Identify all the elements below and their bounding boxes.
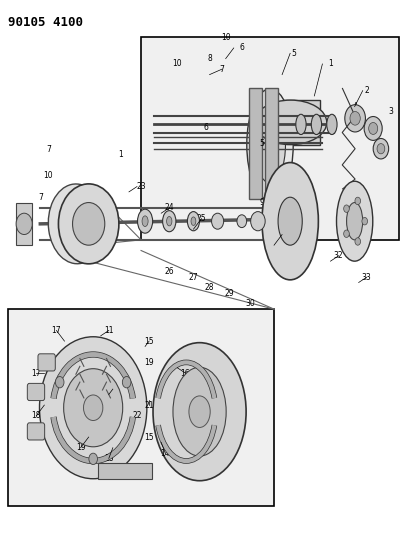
Circle shape [345,104,366,132]
Ellipse shape [251,212,265,231]
FancyBboxPatch shape [16,203,32,245]
Text: 15: 15 [144,433,154,441]
Text: 32: 32 [334,252,343,260]
Ellipse shape [142,216,148,227]
Text: 21: 21 [144,401,154,409]
Text: 22: 22 [132,411,142,420]
FancyBboxPatch shape [249,88,262,199]
FancyBboxPatch shape [265,88,278,199]
Text: 31: 31 [277,230,287,239]
Circle shape [16,213,32,235]
Text: 29: 29 [225,289,235,297]
FancyBboxPatch shape [38,354,55,371]
Text: 7: 7 [46,145,51,154]
Text: 11: 11 [104,326,114,335]
Circle shape [362,217,368,225]
Text: 10: 10 [172,60,182,68]
Text: 7: 7 [219,65,224,74]
Text: 9: 9 [260,198,264,207]
Text: 30: 30 [245,300,255,308]
Text: 2: 2 [364,86,369,95]
Ellipse shape [73,203,105,245]
Circle shape [364,117,382,140]
FancyBboxPatch shape [255,100,320,144]
Text: 28: 28 [205,284,214,292]
FancyBboxPatch shape [8,309,274,506]
Circle shape [55,376,64,388]
Text: 16: 16 [181,369,190,377]
Ellipse shape [191,217,196,225]
Ellipse shape [255,106,285,183]
Ellipse shape [337,181,373,261]
Text: 33: 33 [362,273,372,281]
Circle shape [123,376,131,388]
Circle shape [350,111,360,125]
Ellipse shape [212,213,224,229]
Text: 6: 6 [239,44,244,52]
Circle shape [64,369,123,447]
Circle shape [377,143,385,154]
Ellipse shape [48,184,105,264]
Circle shape [373,139,388,159]
FancyBboxPatch shape [98,463,152,479]
Text: 1: 1 [328,60,333,68]
Text: 26: 26 [164,268,174,276]
Text: 24: 24 [164,204,174,212]
Text: 15: 15 [144,337,154,345]
Ellipse shape [347,203,363,240]
Text: 19: 19 [76,443,85,452]
Text: 6: 6 [203,124,208,132]
Text: 17: 17 [31,369,41,377]
Circle shape [89,453,98,465]
Text: 10: 10 [221,33,231,42]
Text: 14: 14 [160,449,170,457]
Circle shape [369,123,378,134]
Text: 5: 5 [292,49,297,58]
Text: 5: 5 [260,140,264,148]
Text: 3: 3 [388,108,393,116]
Text: 23: 23 [136,182,146,191]
Text: 4: 4 [352,102,357,111]
Ellipse shape [187,212,199,231]
Circle shape [83,395,103,421]
Text: 7: 7 [38,193,43,201]
Ellipse shape [296,114,306,134]
FancyBboxPatch shape [27,423,45,440]
Text: 18: 18 [31,411,41,420]
Text: 20: 20 [104,390,114,399]
Text: 8: 8 [207,54,212,63]
Ellipse shape [153,343,246,481]
Ellipse shape [327,114,337,134]
Circle shape [355,238,361,245]
Text: 13: 13 [104,454,114,463]
Circle shape [344,205,349,212]
Ellipse shape [278,197,302,245]
Ellipse shape [189,396,210,427]
Circle shape [344,230,349,238]
Circle shape [39,337,147,479]
Text: 1: 1 [118,150,123,159]
Ellipse shape [311,114,322,134]
FancyBboxPatch shape [27,383,45,401]
Text: 17: 17 [52,326,61,335]
Text: 12: 12 [108,417,118,425]
Text: 10: 10 [44,172,53,180]
Ellipse shape [137,209,153,233]
Ellipse shape [173,367,226,456]
Ellipse shape [255,100,327,144]
Text: 25: 25 [197,214,206,223]
Text: 27: 27 [189,273,198,281]
Ellipse shape [58,184,119,264]
Text: 9: 9 [304,209,309,217]
Text: 90105 4100: 90105 4100 [8,16,83,29]
Ellipse shape [166,216,172,226]
Ellipse shape [262,163,318,280]
Circle shape [355,197,361,205]
FancyBboxPatch shape [141,37,399,240]
Ellipse shape [247,89,293,200]
Ellipse shape [237,215,247,228]
Ellipse shape [163,211,176,232]
Text: 19: 19 [144,358,154,367]
